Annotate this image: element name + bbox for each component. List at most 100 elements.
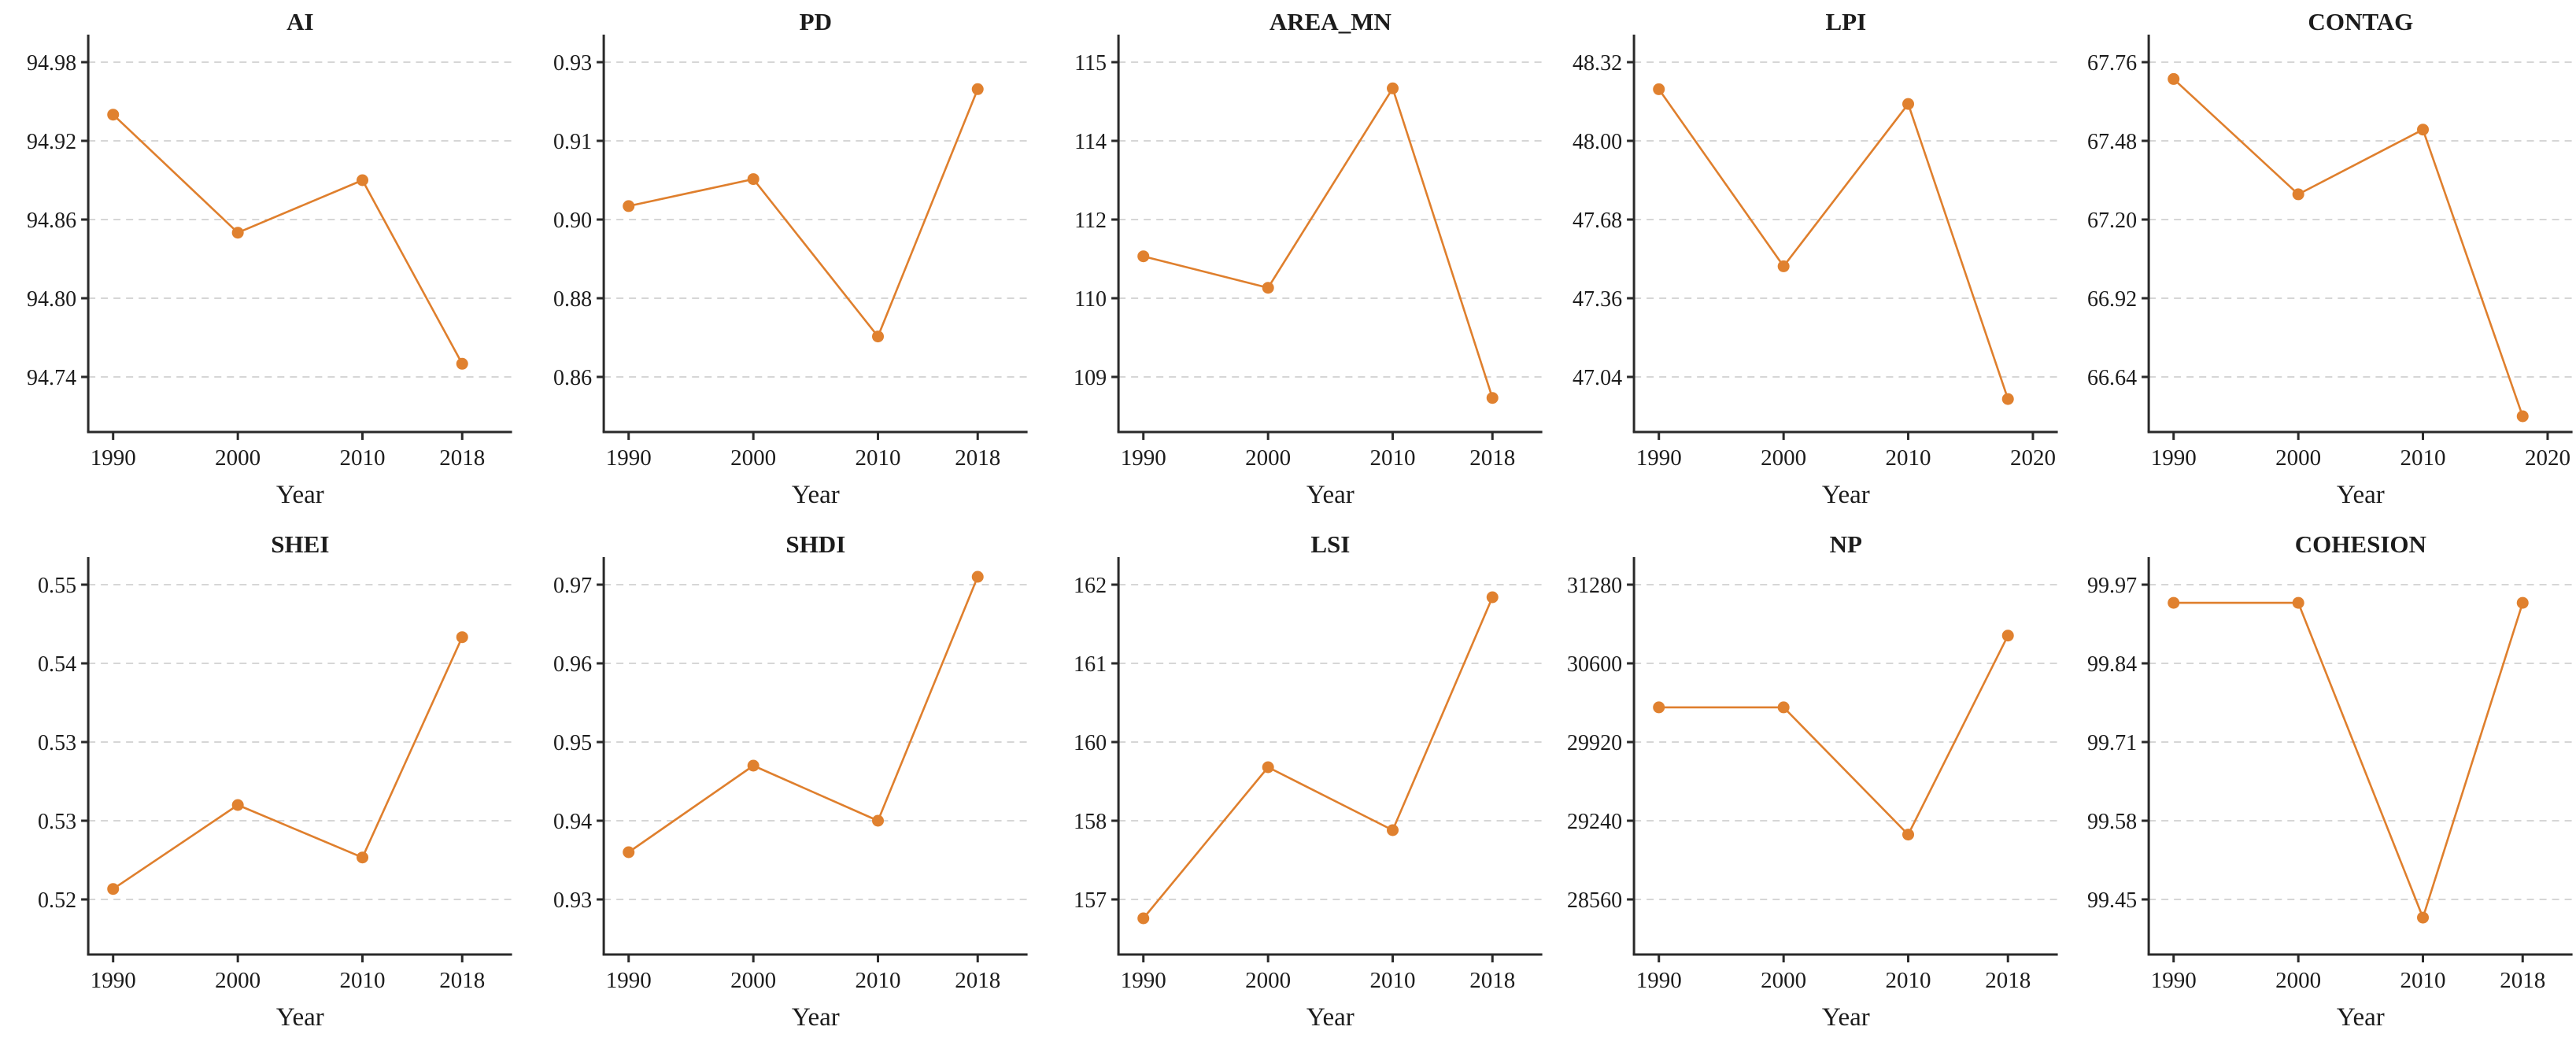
chart-lpi: 48.32 48.00 47.68 47.36 47.04 1990 2000 2010 202… xyxy=(1546,0,2061,522)
x-tick-label: 2000 xyxy=(1245,968,1291,993)
data-point-marker xyxy=(971,83,984,95)
x-axis-label: Year xyxy=(276,481,324,509)
x-tick-label: 2000 xyxy=(1245,445,1291,471)
data-point-marker xyxy=(2168,596,2180,609)
y-tick-label: 30600 xyxy=(1567,652,1622,677)
x-tick-label: 2010 xyxy=(1885,968,1931,993)
y-tick-label: 48.32 xyxy=(1573,51,1622,76)
data-point-marker xyxy=(2293,188,2305,201)
data-point-marker xyxy=(1902,98,1914,110)
x-axis-label: Year xyxy=(1306,481,1355,509)
data-point-marker xyxy=(747,173,759,186)
y-tick-label: 66.92 xyxy=(2087,287,2137,312)
data-point-marker xyxy=(871,330,884,343)
y-tick-label: 99.84 xyxy=(2087,652,2137,677)
data-line xyxy=(1658,88,2009,401)
x-tick-label: 2010 xyxy=(2400,968,2446,993)
y-tick-label: 0.97 xyxy=(553,574,592,598)
subplot-lsi: 162 161 160 158 157 1990 2000 2010 2018 LSI Year xyxy=(1074,530,1543,1032)
data-point-marker xyxy=(2417,911,2430,924)
data-point-marker xyxy=(1653,701,1665,714)
data-point-marker xyxy=(1262,761,1274,774)
y-tick-label: 0.93 xyxy=(553,51,592,76)
data-point-marker xyxy=(2001,393,2014,405)
data-point-marker xyxy=(1486,392,1499,404)
x-tick-label: 2020 xyxy=(2525,445,2570,471)
subplot-np: 31280 30600 29920 29240 28560 1990 2000 2010 201… xyxy=(1567,530,2058,1032)
data-point-marker xyxy=(2168,72,2180,85)
subplot-shdi: 0.97 0.96 0.95 0.94 0.93 1990 2000 2010 2018 SHDI… xyxy=(553,530,1028,1032)
y-tick-label: 31280 xyxy=(1567,574,1622,598)
x-tick-label: 2000 xyxy=(2276,445,2322,471)
y-tick-label: 0.53 xyxy=(38,731,76,755)
x-tick-label: 1990 xyxy=(1121,445,1166,471)
x-tick-label: 2020 xyxy=(2010,445,2056,471)
subplot-cohesion: 99.97 99.84 99.71 99.58 99.45 1990 2000 2010 201… xyxy=(2087,530,2573,1032)
x-tick-label: 2000 xyxy=(1761,968,1806,993)
x-tick-label: 2010 xyxy=(855,968,900,993)
x-tick-label: 2010 xyxy=(855,445,900,471)
x-axis-label: Year xyxy=(2337,481,2385,509)
x-tick-label: 1990 xyxy=(2151,445,2197,471)
x-tick-label: 2000 xyxy=(1761,445,1806,471)
data-point-marker xyxy=(1387,82,1399,94)
data-point-marker xyxy=(2001,630,2014,642)
data-point-marker xyxy=(1137,912,1150,925)
x-tick-label: 2000 xyxy=(730,968,776,993)
subplot-contag: 67.76 67.48 67.20 66.92 66.64 1990 2000 2010 202… xyxy=(2087,8,2573,509)
y-tick-label: 67.76 xyxy=(2087,51,2137,76)
y-tick-label: 0.90 xyxy=(553,209,592,233)
data-point-marker xyxy=(1137,250,1150,263)
y-tick-label: 162 xyxy=(1074,574,1107,598)
y-tick-label: 115 xyxy=(1074,51,1107,76)
x-axis-label: Year xyxy=(1306,1003,1355,1032)
x-axis-label: Year xyxy=(1822,1003,1870,1032)
x-tick-label: 2010 xyxy=(1370,445,1416,471)
x-tick-label: 2010 xyxy=(1370,968,1416,993)
data-point-marker xyxy=(456,357,468,370)
data-point-marker xyxy=(357,851,369,864)
data-point-marker xyxy=(1653,83,1665,95)
data-point-marker xyxy=(1777,260,1790,272)
subplot-area_mn: 115 114 112 110 109 1990 2000 2010 2018 AREA_MN Ye… xyxy=(1074,8,1543,509)
y-tick-label: 160 xyxy=(1074,731,1107,755)
chart-title: COHESION xyxy=(2295,530,2426,558)
x-tick-label: 2000 xyxy=(215,445,261,471)
chart-title: NP xyxy=(1829,530,1861,558)
data-line xyxy=(627,575,979,854)
y-tick-label: 0.95 xyxy=(553,731,592,755)
y-tick-label: 48.00 xyxy=(1573,130,1622,154)
subplot-ai: 94.98 94.92 94.86 94.80 94.74 1990 2000 2010 201… xyxy=(27,8,512,509)
data-line xyxy=(2172,78,2524,418)
subplot-lpi: 48.32 48.00 47.68 47.36 47.04 1990 2000 2010 202… xyxy=(1573,8,2058,509)
subplot-pd: 0.93 0.91 0.90 0.88 0.86 1990 2000 2010 2018 PD Ye… xyxy=(553,8,1028,509)
x-axis-label: Year xyxy=(792,481,840,509)
data-point-marker xyxy=(1902,829,1914,841)
data-line xyxy=(2172,601,2524,919)
data-point-marker xyxy=(1486,591,1499,604)
y-tick-label: 99.71 xyxy=(2087,731,2137,755)
data-point-marker xyxy=(2517,410,2530,423)
x-tick-label: 2010 xyxy=(1885,445,1931,471)
chart-pd: 0.93 0.91 0.90 0.88 0.86 1990 2000 2010 2018 PD Ye… xyxy=(516,0,1031,522)
y-tick-label: 29920 xyxy=(1567,731,1622,755)
data-point-marker xyxy=(1387,824,1399,836)
x-tick-label: 1990 xyxy=(1636,445,1682,471)
chart-ai: 94.98 94.92 94.86 94.80 94.74 1990 2000 2010 201… xyxy=(0,0,516,522)
data-line xyxy=(112,113,464,365)
x-tick-label: 2018 xyxy=(2500,968,2546,993)
x-tick-label: 1990 xyxy=(91,968,136,993)
chart-shdi: 0.97 0.96 0.95 0.94 0.93 1990 2000 2010 2018 SHDI… xyxy=(516,522,1031,1045)
data-point-marker xyxy=(357,174,369,186)
data-point-marker xyxy=(1777,701,1790,714)
data-line xyxy=(1142,596,1494,920)
chart-title: CONTAG xyxy=(2308,8,2414,35)
data-point-marker xyxy=(622,200,634,212)
x-axis-label: Year xyxy=(792,1003,840,1032)
y-tick-label: 0.55 xyxy=(38,574,76,598)
y-tick-label: 0.96 xyxy=(553,652,592,677)
chart-area-mn: 115 114 112 110 109 1990 2000 2010 2018 AREA_MN Ye… xyxy=(1030,0,1546,522)
y-tick-label: 0.93 xyxy=(553,888,592,913)
x-tick-label: 1990 xyxy=(605,445,651,471)
